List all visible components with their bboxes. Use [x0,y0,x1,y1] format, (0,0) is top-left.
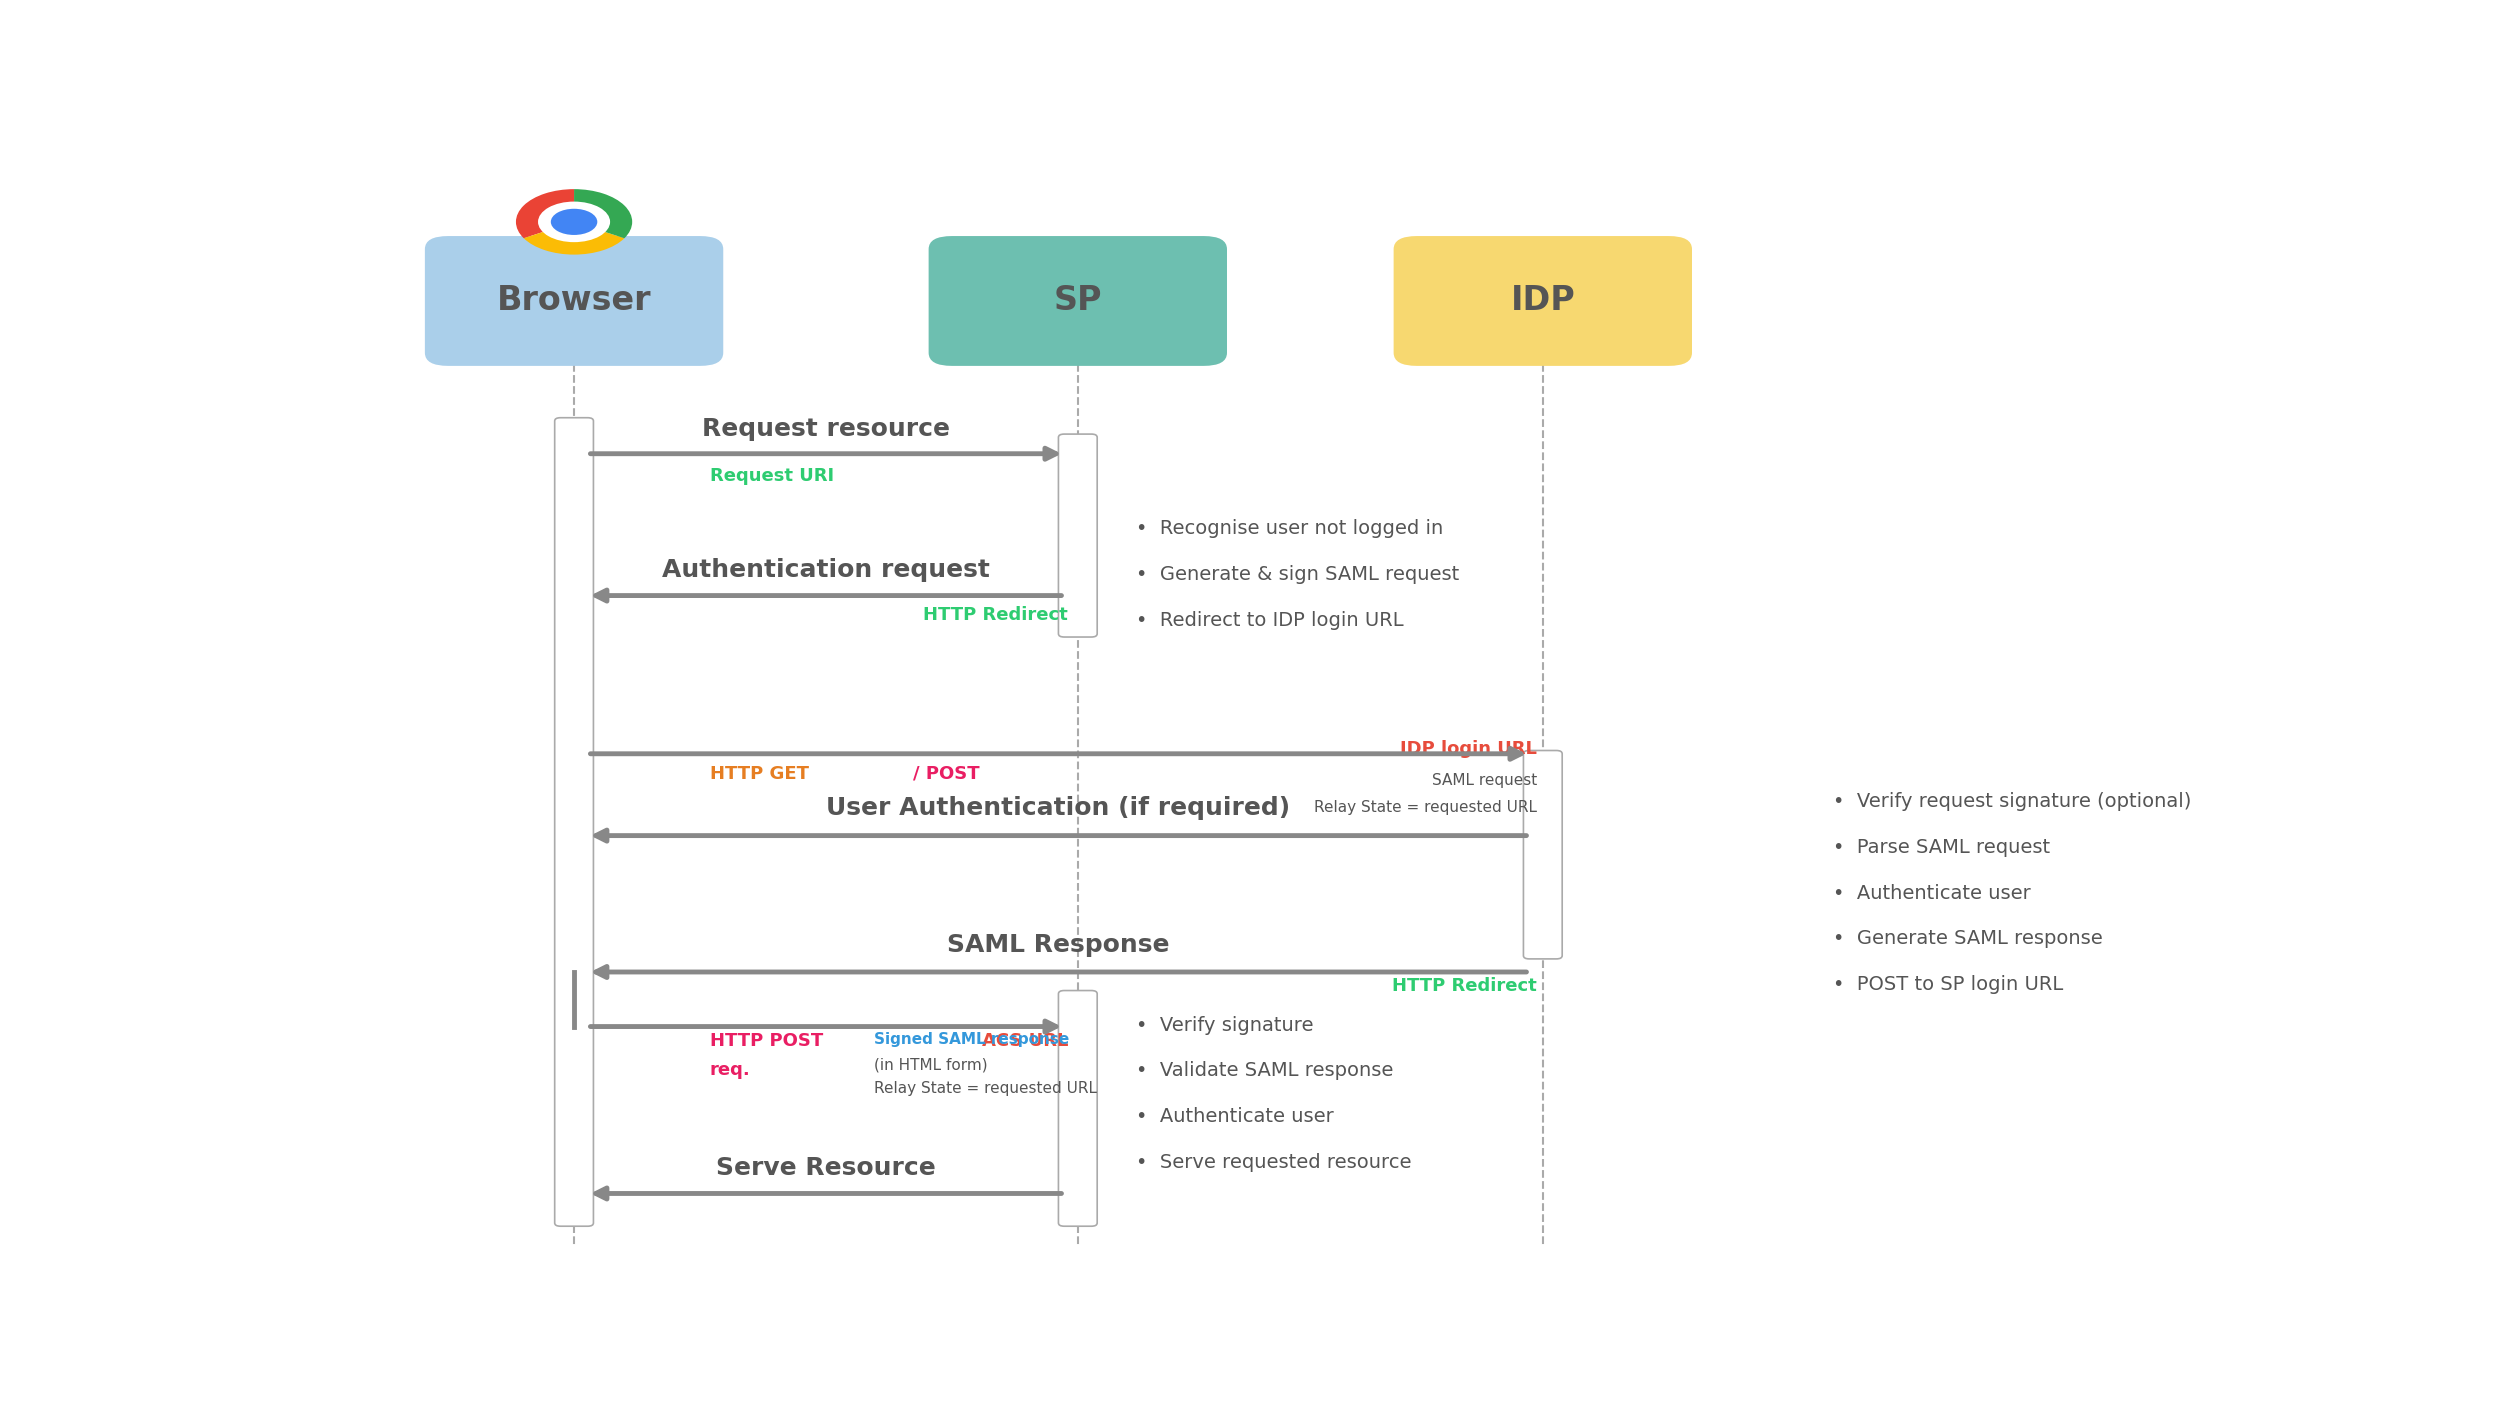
Text: •  POST to SP login URL: • POST to SP login URL [1832,975,2062,995]
Text: •  Recognise user not logged in: • Recognise user not logged in [1135,519,1442,538]
FancyBboxPatch shape [928,237,1228,366]
Text: •  Authenticate user: • Authenticate user [1832,884,2030,903]
Text: SAML Response: SAML Response [948,932,1170,956]
Text: •  Serve requested resource: • Serve requested resource [1135,1153,1412,1172]
Text: HTTP POST: HTTP POST [710,1032,822,1050]
FancyBboxPatch shape [425,237,722,366]
Circle shape [550,208,598,235]
Text: •  Generate SAML response: • Generate SAML response [1832,930,2102,948]
Text: / POST: / POST [912,765,980,782]
Wedge shape [522,222,625,255]
Text: •  Validate SAML response: • Validate SAML response [1135,1061,1392,1080]
Text: IDP: IDP [1510,285,1575,317]
Text: •  Authenticate user: • Authenticate user [1135,1107,1332,1127]
Text: •  Verify signature: • Verify signature [1135,1016,1312,1034]
Text: Request URI: Request URI [710,466,835,485]
Text: Serve Resource: Serve Resource [715,1156,935,1180]
Text: SP: SP [1052,285,1102,317]
Text: IDP login URL: IDP login URL [1400,740,1538,758]
Text: Authentication request: Authentication request [662,558,990,582]
Text: SAML request: SAML request [1432,774,1537,788]
Text: User Authentication (if required): User Authentication (if required) [828,796,1290,820]
Text: Browser: Browser [498,285,652,317]
FancyBboxPatch shape [555,418,592,1226]
FancyBboxPatch shape [1058,434,1098,638]
Text: •  Verify request signature (optional): • Verify request signature (optional) [1832,792,2192,811]
FancyBboxPatch shape [1522,751,1562,959]
Text: Relay State = requested URL: Relay State = requested URL [875,1081,1098,1097]
Wedge shape [515,188,575,238]
Text: •  Redirect to IDP login URL: • Redirect to IDP login URL [1135,611,1402,629]
Text: Signed SAML response: Signed SAML response [875,1032,1070,1047]
Text: HTTP GET: HTTP GET [710,765,815,782]
Wedge shape [575,188,632,238]
Text: •  Parse SAML request: • Parse SAML request [1832,837,2050,857]
Text: •  Generate & sign SAML request: • Generate & sign SAML request [1135,565,1460,584]
Text: Relay State = requested URL: Relay State = requested URL [1315,799,1538,815]
Text: ACS URL: ACS URL [982,1032,1068,1050]
Text: req.: req. [710,1061,750,1080]
Text: HTTP Redirect: HTTP Redirect [922,606,1068,625]
FancyBboxPatch shape [1058,990,1098,1226]
Text: Request resource: Request resource [703,417,950,441]
Circle shape [538,201,610,242]
Text: HTTP Redirect: HTTP Redirect [1393,978,1538,996]
FancyBboxPatch shape [1393,237,1693,366]
Text: (in HTML form): (in HTML form) [875,1057,988,1073]
